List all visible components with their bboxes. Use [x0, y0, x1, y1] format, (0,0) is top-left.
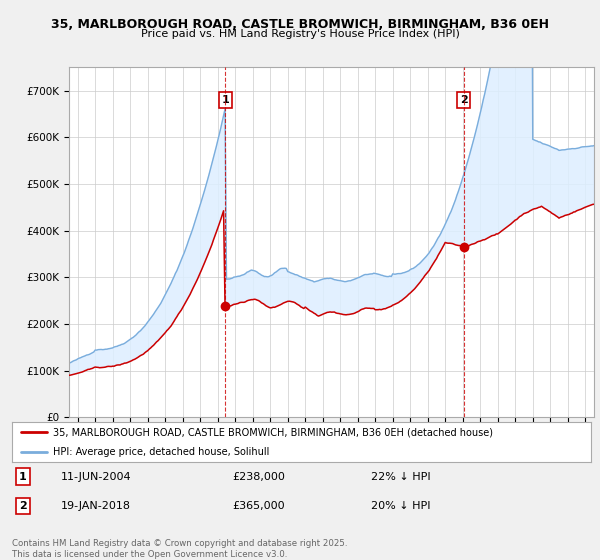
- Text: 2: 2: [460, 95, 467, 105]
- Text: 35, MARLBOROUGH ROAD, CASTLE BROMWICH, BIRMINGHAM, B36 0EH (detached house): 35, MARLBOROUGH ROAD, CASTLE BROMWICH, B…: [53, 427, 493, 437]
- Text: 11-JUN-2004: 11-JUN-2004: [61, 472, 132, 482]
- Text: 35, MARLBOROUGH ROAD, CASTLE BROMWICH, BIRMINGHAM, B36 0EH: 35, MARLBOROUGH ROAD, CASTLE BROMWICH, B…: [51, 18, 549, 31]
- Text: 20% ↓ HPI: 20% ↓ HPI: [371, 501, 430, 511]
- Text: 2: 2: [19, 501, 26, 511]
- Text: 19-JAN-2018: 19-JAN-2018: [61, 501, 131, 511]
- Text: 22% ↓ HPI: 22% ↓ HPI: [371, 472, 431, 482]
- Text: Contains HM Land Registry data © Crown copyright and database right 2025.
This d: Contains HM Land Registry data © Crown c…: [12, 539, 347, 559]
- Text: 1: 1: [19, 472, 26, 482]
- Text: HPI: Average price, detached house, Solihull: HPI: Average price, detached house, Soli…: [53, 446, 269, 456]
- Text: 1: 1: [221, 95, 229, 105]
- Text: Price paid vs. HM Land Registry's House Price Index (HPI): Price paid vs. HM Land Registry's House …: [140, 29, 460, 39]
- Text: £238,000: £238,000: [232, 472, 285, 482]
- Text: £365,000: £365,000: [232, 501, 284, 511]
